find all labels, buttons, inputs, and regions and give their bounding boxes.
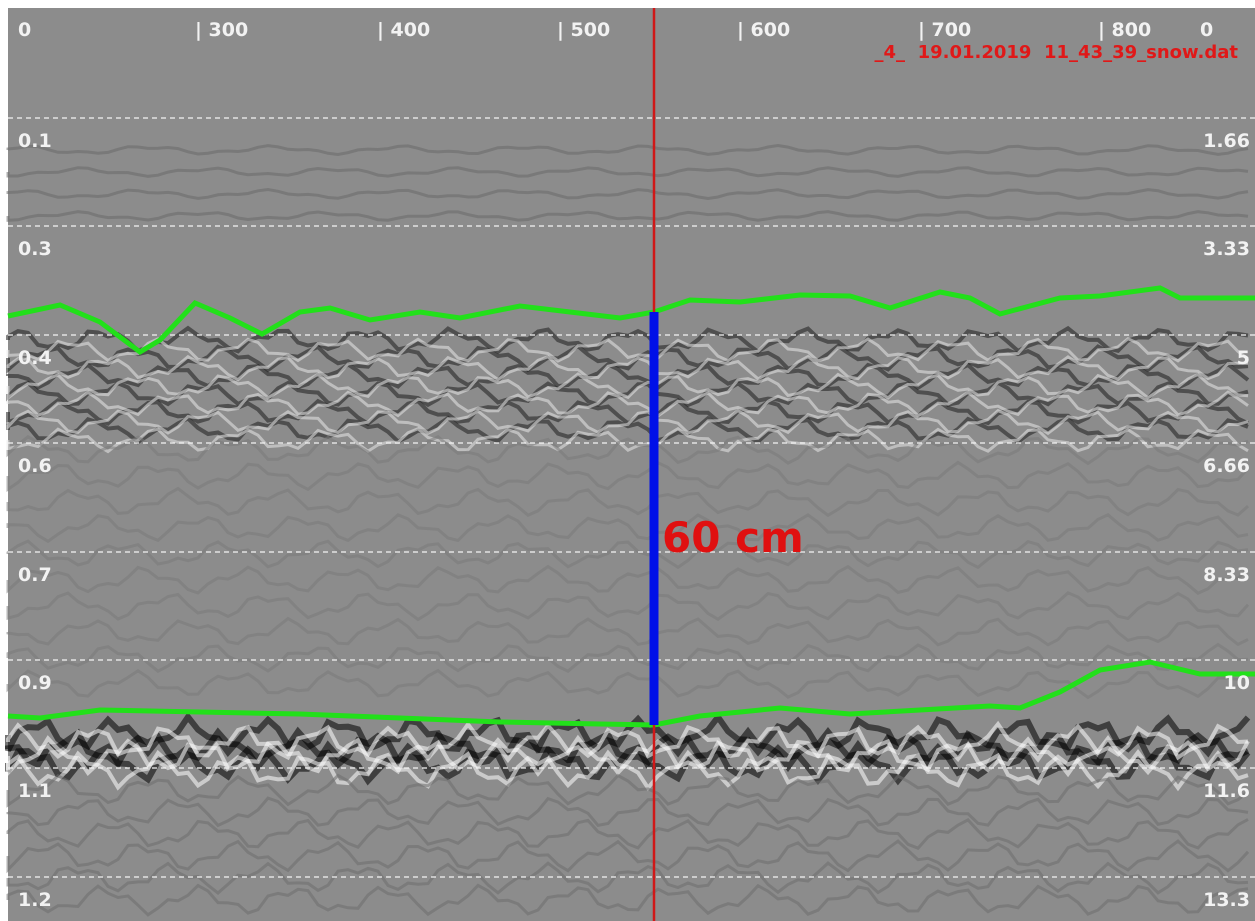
left-axis-label: 1.1 bbox=[18, 780, 52, 802]
right-axis-label: 13.3 bbox=[1203, 889, 1250, 911]
signal-trace bbox=[6, 616, 1249, 647]
signal-trace bbox=[6, 668, 1249, 700]
left-axis-label: 0.7 bbox=[18, 564, 52, 586]
right-axis-label: 11.6 bbox=[1203, 780, 1250, 802]
signal-trace bbox=[6, 539, 1249, 570]
top-axis-label: | 600 bbox=[737, 19, 790, 41]
signal-trace bbox=[6, 773, 1249, 808]
signal-trace bbox=[6, 818, 1249, 850]
signal-trace bbox=[6, 513, 1249, 544]
right-axis-label: 6.66 bbox=[1203, 455, 1250, 477]
top-axis-label: | 500 bbox=[557, 19, 610, 41]
top-axis-label: | 800 bbox=[1098, 19, 1151, 41]
axis-labels: 0.1 1.66 0.3 3.33 0.4 5 0.6 6.66 0.7 8.33 0.9 10 1.1… bbox=[18, 19, 1250, 911]
signal-trace bbox=[6, 748, 1249, 792]
right-axis-label: 3.33 bbox=[1203, 238, 1250, 260]
signal-trace bbox=[6, 336, 1249, 363]
top-axis-label: | 300 bbox=[195, 19, 248, 41]
signal-trace bbox=[5, 711, 1251, 758]
right-axis-label: 1.66 bbox=[1203, 130, 1250, 152]
signal-trace bbox=[6, 591, 1250, 622]
signal-trace bbox=[6, 361, 1250, 391]
grid bbox=[8, 117, 1255, 878]
left-axis-label: 0.3 bbox=[18, 238, 52, 260]
signal-trace bbox=[6, 343, 1249, 375]
signal-trace bbox=[6, 390, 1249, 418]
right-axis-label: 10 bbox=[1224, 672, 1250, 694]
right-axis-label: 8.33 bbox=[1203, 564, 1250, 586]
signal-trace bbox=[6, 210, 1249, 222]
right-axis-label: 5 bbox=[1237, 347, 1250, 369]
signal-trace bbox=[6, 187, 1249, 201]
signal-trace bbox=[6, 486, 1249, 518]
top-axis-label: | 400 bbox=[377, 19, 430, 41]
signal-trace bbox=[6, 354, 1248, 382]
signal-trace bbox=[6, 839, 1250, 874]
signal-trace bbox=[6, 460, 1250, 493]
signal-trace bbox=[6, 861, 1249, 895]
signal-trace bbox=[6, 720, 1249, 764]
signal-texture bbox=[5, 143, 1251, 917]
signal-trace bbox=[6, 796, 1249, 828]
signal-trace bbox=[6, 564, 1249, 595]
left-axis-label: 0.6 bbox=[18, 455, 52, 477]
top-axis-label: 0 bbox=[1200, 19, 1213, 41]
upper-horizon bbox=[7, 285, 1255, 356]
signal-trace bbox=[6, 642, 1249, 673]
signal-trace bbox=[6, 408, 1249, 436]
left-axis-label: 0.9 bbox=[18, 672, 52, 694]
signal-trace bbox=[6, 397, 1249, 427]
signal-trace bbox=[6, 143, 1249, 157]
lower-horizon bbox=[7, 659, 1255, 728]
signal-trace bbox=[6, 372, 1249, 401]
signal-trace bbox=[6, 883, 1249, 917]
file-name: _4_ 19.01.2019 11_43_39_snow.dat bbox=[875, 42, 1239, 63]
annotation: 60 cm bbox=[662, 513, 804, 562]
top-axis-label: | 700 bbox=[918, 19, 971, 41]
left-axis-label: 1.2 bbox=[18, 889, 52, 911]
top-axis-label: 0 bbox=[18, 19, 31, 41]
signal-trace bbox=[6, 435, 1249, 466]
signal-trace bbox=[6, 166, 1249, 178]
left-axis-label: 0.1 bbox=[18, 130, 52, 152]
left-axis-label: 0.4 bbox=[18, 347, 52, 369]
